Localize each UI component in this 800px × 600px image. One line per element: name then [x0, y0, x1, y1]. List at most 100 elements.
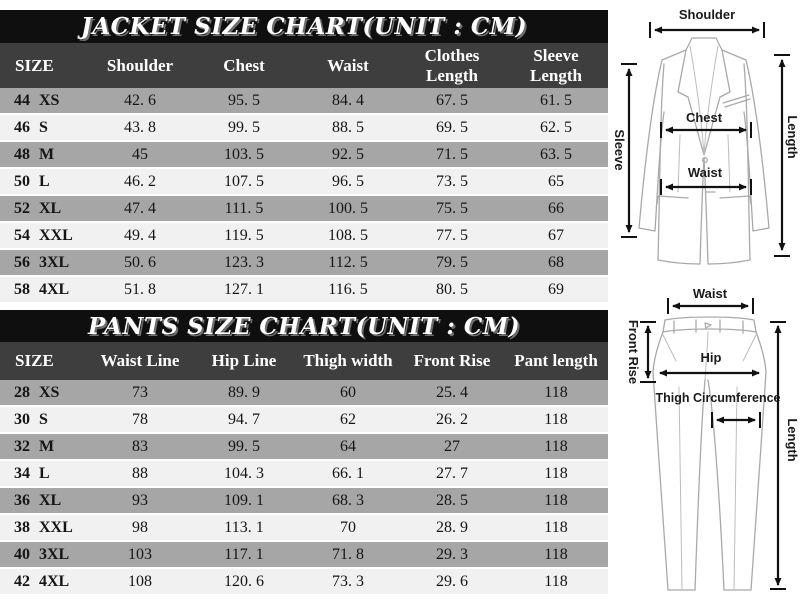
size-cell: 34 L	[0, 461, 88, 486]
size-cell: 30 S	[0, 407, 88, 432]
value-cell: 118	[544, 383, 568, 401]
chest-measure: Chest	[660, 110, 752, 138]
value-cell: 127. 1	[224, 280, 264, 298]
size-number: 50	[14, 172, 30, 190]
table-row: 42 4XL 108 120. 6 73. 3 29. 6 118	[0, 569, 608, 596]
size-number: 36	[14, 491, 30, 509]
front-rise-label: Front Rise	[626, 320, 641, 384]
value-cell: 118	[544, 491, 568, 509]
size-label: 4XL	[39, 280, 70, 298]
jacket-size-table: JACKET SIZE CHART(UNIT : CM) SIZE Shoulde…	[0, 10, 608, 304]
value-cell: 61. 5	[540, 91, 572, 109]
value-cell: 92. 5	[332, 145, 364, 163]
value-cell: 45	[132, 145, 148, 163]
size-label: XS	[39, 383, 60, 401]
size-label: XL	[39, 199, 62, 217]
value-cell: 120. 6	[224, 572, 264, 590]
front-rise-measure: Front Rise	[626, 320, 656, 384]
value-cell: 29. 3	[436, 545, 468, 563]
size-cell: 40 3XL	[0, 542, 88, 567]
thigh-circumference-label: Thigh Circumference	[655, 391, 780, 405]
value-cell: 118	[544, 518, 568, 536]
size-number: 30	[14, 410, 30, 428]
value-cell: 83	[132, 437, 148, 455]
value-cell: 112. 5	[328, 253, 368, 271]
value-cell: 49. 4	[124, 226, 156, 244]
size-cell: 36 XL	[0, 488, 88, 513]
table-row: 32 M 83 99. 5 64 27 118	[0, 434, 608, 461]
size-number: 54	[14, 226, 30, 244]
jacket-length-measure: Length	[774, 54, 800, 257]
value-cell: 66	[548, 199, 564, 217]
table-row: 40 3XL 103 117. 1 71. 8 29. 3 118	[0, 542, 608, 569]
value-cell: 116. 5	[328, 280, 368, 298]
value-cell: 73	[132, 383, 148, 401]
value-cell: 77. 5	[436, 226, 468, 244]
value-cell: 80. 5	[436, 280, 468, 298]
value-cell: 118	[544, 464, 568, 482]
value-cell: 63. 5	[540, 145, 572, 163]
size-label: L	[39, 172, 50, 190]
size-label: S	[39, 118, 48, 136]
value-cell: 71. 5	[436, 145, 468, 163]
value-cell: 109. 1	[224, 491, 264, 509]
table-row: 28 XS 73 89. 9 60 25. 4 118	[0, 380, 608, 407]
table-row: 38 XXL 98 113. 1 70 28. 9 118	[0, 515, 608, 542]
value-cell: 88	[132, 464, 148, 482]
table-row: 50 L 46. 2 107. 5 96. 5 73. 5 65	[0, 169, 608, 196]
pants-drawing	[652, 316, 767, 591]
size-number: 48	[14, 145, 30, 163]
jacket-waist-label: Waist	[688, 165, 723, 180]
size-label: L	[39, 464, 50, 482]
value-cell: 103. 5	[224, 145, 264, 163]
column-header: Front Rise	[413, 351, 491, 371]
value-cell: 67. 5	[436, 91, 468, 109]
size-cell: 56 3XL	[0, 250, 88, 275]
table-row: 46 S 43. 8 99. 5 88. 5 69. 5 62. 5	[0, 115, 608, 142]
size-cell: 32 M	[0, 434, 88, 459]
value-cell: 103	[128, 545, 152, 563]
value-cell: 68	[548, 253, 564, 271]
column-header: Waist Line	[100, 351, 180, 371]
pants-length-label: Length	[785, 418, 800, 461]
column-header: Sleeve Length	[530, 46, 582, 85]
value-cell: 29. 6	[436, 572, 468, 590]
table-row: 48 M 45 103. 5 92. 5 71. 5 63. 5	[0, 142, 608, 169]
value-cell: 84. 4	[332, 91, 364, 109]
jacket-measurement-diagram: Shoulder Chest Waist Sleeve Length	[608, 0, 800, 282]
value-cell: 67	[548, 226, 564, 244]
value-cell: 73. 5	[436, 172, 468, 190]
size-cell: 48 M	[0, 142, 88, 167]
value-cell: 60	[340, 383, 356, 401]
size-cell: 50 L	[0, 169, 88, 194]
size-cell: 38 XXL	[0, 515, 88, 540]
size-number: 32	[14, 437, 30, 455]
jacket-waist-measure: Waist	[660, 165, 752, 195]
size-label: XL	[39, 491, 62, 509]
size-label: M	[39, 145, 55, 163]
pants-table-title-bar: PANTS SIZE CHART(UNIT : CM)	[0, 310, 608, 342]
pants-size-table: PANTS SIZE CHART(UNIT : CM) SIZE Waist Li…	[0, 310, 608, 596]
thigh-measure: Thigh Circumference	[655, 391, 781, 428]
value-cell: 27. 7	[436, 464, 468, 482]
value-cell: 46. 2	[124, 172, 156, 190]
value-cell: 65	[548, 172, 564, 190]
sleeve-measure: Sleeve	[612, 63, 637, 238]
size-label: 3XL	[39, 545, 70, 563]
value-cell: 123. 3	[224, 253, 264, 271]
value-cell: 96. 5	[332, 172, 364, 190]
jacket-table-header-row: SIZE Shoulder Chest Waist Clothes Length Slee…	[0, 43, 608, 88]
column-header: Chest	[223, 55, 265, 75]
value-cell: 98	[132, 518, 148, 536]
jacket-table-title: JACKET SIZE CHART(UNIT : CM)	[80, 13, 528, 40]
size-label: XXL	[39, 226, 73, 244]
value-cell: 70	[340, 518, 356, 536]
value-cell: 93	[132, 491, 148, 509]
table-row: 44 XS 42. 6 95. 5 84. 4 67. 5 61. 5	[0, 88, 608, 115]
pants-table-header-row: SIZE Waist Line Hip Line Thigh width Front R…	[0, 342, 608, 380]
value-cell: 28. 5	[436, 491, 468, 509]
size-label: XXL	[39, 518, 73, 536]
column-header: SIZE	[15, 351, 54, 371]
table-row: 54 XXL 49. 4 119. 5 108. 5 77. 5 67	[0, 223, 608, 250]
